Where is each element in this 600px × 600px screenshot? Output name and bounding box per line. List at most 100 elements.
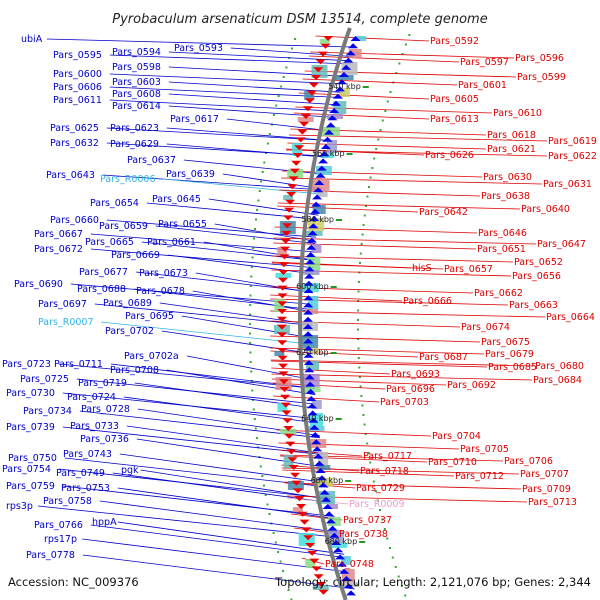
gene-label[interactable]: Pars_0766 bbox=[34, 520, 83, 531]
gene-label[interactable]: Pars_0646 bbox=[478, 228, 527, 239]
gene-label[interactable]: Pars_0608 bbox=[112, 89, 161, 100]
gene-label[interactable]: Pars_0729 bbox=[356, 483, 405, 494]
gene-label[interactable]: Pars_0599 bbox=[517, 72, 566, 83]
gene-label[interactable]: Pars_0623 bbox=[110, 123, 159, 134]
gene-label[interactable]: Pars_0725 bbox=[20, 374, 69, 385]
gene-label[interactable]: Pars_0593 bbox=[174, 43, 223, 54]
gene-label[interactable]: Pars_0685 bbox=[488, 362, 537, 373]
gene-label[interactable]: Pars_0728 bbox=[81, 404, 130, 415]
gene-label[interactable]: Pars_0749 bbox=[56, 468, 105, 479]
gene-label[interactable]: Pars_0692 bbox=[447, 380, 496, 391]
gene-label[interactable]: Pars_0689 bbox=[103, 298, 152, 309]
gene-label[interactable]: Pars_R0009 bbox=[349, 499, 405, 510]
gene-label[interactable]: Pars_0693 bbox=[391, 369, 440, 380]
gene-label[interactable]: Pars_0673 bbox=[139, 268, 188, 279]
gene-label[interactable]: Pars_0695 bbox=[125, 311, 174, 322]
gene-label[interactable]: Pars_0697 bbox=[38, 299, 87, 310]
gene-label[interactable]: Pars_0684 bbox=[533, 375, 582, 386]
gene-label[interactable]: Pars_0600 bbox=[53, 69, 102, 80]
gene-label[interactable]: Pars_0669 bbox=[111, 250, 160, 261]
gene-label[interactable]: Pars_0619 bbox=[548, 136, 597, 147]
gene-label[interactable]: Pars_0759 bbox=[6, 481, 55, 492]
gene-label[interactable]: Pars_0662 bbox=[474, 288, 523, 299]
gene-label[interactable]: Pars_0711 bbox=[54, 359, 103, 370]
gene-label[interactable]: Pars_0617 bbox=[170, 114, 219, 125]
gene-label[interactable]: Pars_0598 bbox=[112, 62, 161, 73]
gene-label[interactable]: Pars_0687 bbox=[419, 352, 468, 363]
gene-label[interactable]: Pars_0758 bbox=[43, 496, 92, 507]
gene-label[interactable]: Pars_0626 bbox=[425, 150, 474, 161]
gene-label[interactable]: Pars_0629 bbox=[110, 139, 159, 150]
gene-label[interactable]: Pars_0664 bbox=[546, 312, 595, 323]
gene-label[interactable]: Pars_0667 bbox=[34, 229, 83, 240]
gene-label[interactable]: Pars_R0007 bbox=[38, 317, 94, 328]
gene-label[interactable]: Pars_0655 bbox=[158, 219, 207, 230]
gene-label[interactable]: Pars_0638 bbox=[481, 191, 530, 202]
gene-label[interactable]: Pars_0702a bbox=[124, 351, 179, 362]
gene-label[interactable]: Pars_0622 bbox=[548, 151, 597, 162]
gene-label[interactable]: hppA bbox=[92, 517, 117, 528]
gene-label[interactable]: Pars_0663 bbox=[509, 300, 558, 311]
gene-label[interactable]: Pars_0657 bbox=[444, 264, 493, 275]
gene-label[interactable]: Pars_0704 bbox=[432, 431, 481, 442]
gene-label[interactable]: ubiA bbox=[21, 34, 43, 45]
gene-label[interactable]: Pars_0680 bbox=[535, 361, 584, 372]
gene-label[interactable]: Pars_0594 bbox=[112, 47, 161, 58]
gene-label[interactable]: Pars_0677 bbox=[79, 267, 128, 278]
gene-label[interactable]: Pars_0708 bbox=[110, 365, 159, 376]
gene-label[interactable]: Pars_0631 bbox=[543, 179, 592, 190]
gene-label[interactable]: hisS bbox=[412, 263, 432, 274]
gene-label[interactable]: Pars_0702 bbox=[105, 326, 154, 337]
gene-label[interactable]: Pars_0645 bbox=[152, 194, 201, 205]
gene-label[interactable]: Pars_0730 bbox=[6, 388, 55, 399]
gene-label[interactable]: Pars_0736 bbox=[80, 434, 129, 445]
gene-label[interactable]: Pars_0717 bbox=[363, 451, 412, 462]
gene-label[interactable]: Pars_0611 bbox=[53, 95, 102, 106]
gene-label[interactable]: Pars_0601 bbox=[458, 80, 507, 91]
gene-label[interactable]: Pars_0610 bbox=[493, 108, 542, 119]
gene-label[interactable]: Pars_R0006 bbox=[100, 174, 156, 185]
gene-label[interactable]: Pars_0659 bbox=[99, 221, 148, 232]
gene-label[interactable]: Pars_0723 bbox=[2, 359, 51, 370]
gene-label[interactable]: Pars_0734 bbox=[23, 406, 72, 417]
gene-label[interactable]: Pars_0654 bbox=[90, 198, 139, 209]
gene-label[interactable]: Pars_0696 bbox=[386, 384, 435, 395]
gene-label[interactable]: Pars_0743 bbox=[63, 449, 112, 460]
gene-label[interactable]: Pars_0724 bbox=[67, 392, 116, 403]
gene-label[interactable]: Pars_0678 bbox=[136, 286, 185, 297]
gene-label[interactable]: Pars_0718 bbox=[360, 466, 409, 477]
gene-label[interactable]: Pars_0630 bbox=[483, 172, 532, 183]
gene-label[interactable]: Pars_0625 bbox=[50, 123, 99, 134]
gene-label[interactable]: Pars_0712 bbox=[455, 471, 504, 482]
gene-label[interactable]: Pars_0738 bbox=[339, 529, 388, 540]
gene-label[interactable]: Pars_0753 bbox=[61, 483, 110, 494]
gene-label[interactable]: Pars_0640 bbox=[521, 204, 570, 215]
gene-label[interactable]: Pars_0595 bbox=[53, 50, 102, 61]
gene-label[interactable]: Pars_0603 bbox=[112, 77, 161, 88]
gene-label[interactable]: Pars_0642 bbox=[419, 207, 468, 218]
gene-label[interactable]: Pars_0690 bbox=[14, 279, 63, 290]
gene-label[interactable]: Pars_0733 bbox=[70, 421, 119, 432]
gene-label[interactable]: Pars_0605 bbox=[430, 94, 479, 105]
gene-label[interactable]: Pars_0672 bbox=[34, 244, 83, 255]
gene-label[interactable]: Pars_0709 bbox=[522, 484, 571, 495]
gene-label[interactable]: Pars_0639 bbox=[166, 169, 215, 180]
gene-label[interactable]: Pars_0705 bbox=[460, 444, 509, 455]
gene-label[interactable]: Pars_0750 bbox=[8, 453, 57, 464]
gene-label[interactable]: Pars_0665 bbox=[85, 237, 134, 248]
gene-label[interactable]: Pars_0647 bbox=[537, 239, 586, 250]
gene-label[interactable]: Pars_0719 bbox=[78, 378, 127, 389]
gene-label[interactable]: Pars_0688 bbox=[77, 284, 126, 295]
gene-label[interactable]: Pars_0592 bbox=[430, 36, 479, 47]
gene-label[interactable]: Pars_0614 bbox=[112, 101, 161, 112]
gene-label[interactable]: Pars_0621 bbox=[487, 144, 536, 155]
gene-label[interactable]: Pars_0651 bbox=[477, 244, 526, 255]
gene-label[interactable]: Pars_0675 bbox=[481, 337, 530, 348]
gene-label[interactable]: Pars_0656 bbox=[512, 271, 561, 282]
gene-label[interactable]: Pars_0713 bbox=[528, 497, 577, 508]
gene-label[interactable]: Pars_0606 bbox=[53, 82, 102, 93]
gene-label[interactable]: Pars_0703 bbox=[380, 397, 429, 408]
gene-label[interactable]: Pars_0710 bbox=[428, 457, 477, 468]
gene-label[interactable]: Pars_0754 bbox=[2, 464, 51, 475]
gene-label[interactable]: Pars_0637 bbox=[127, 155, 176, 166]
